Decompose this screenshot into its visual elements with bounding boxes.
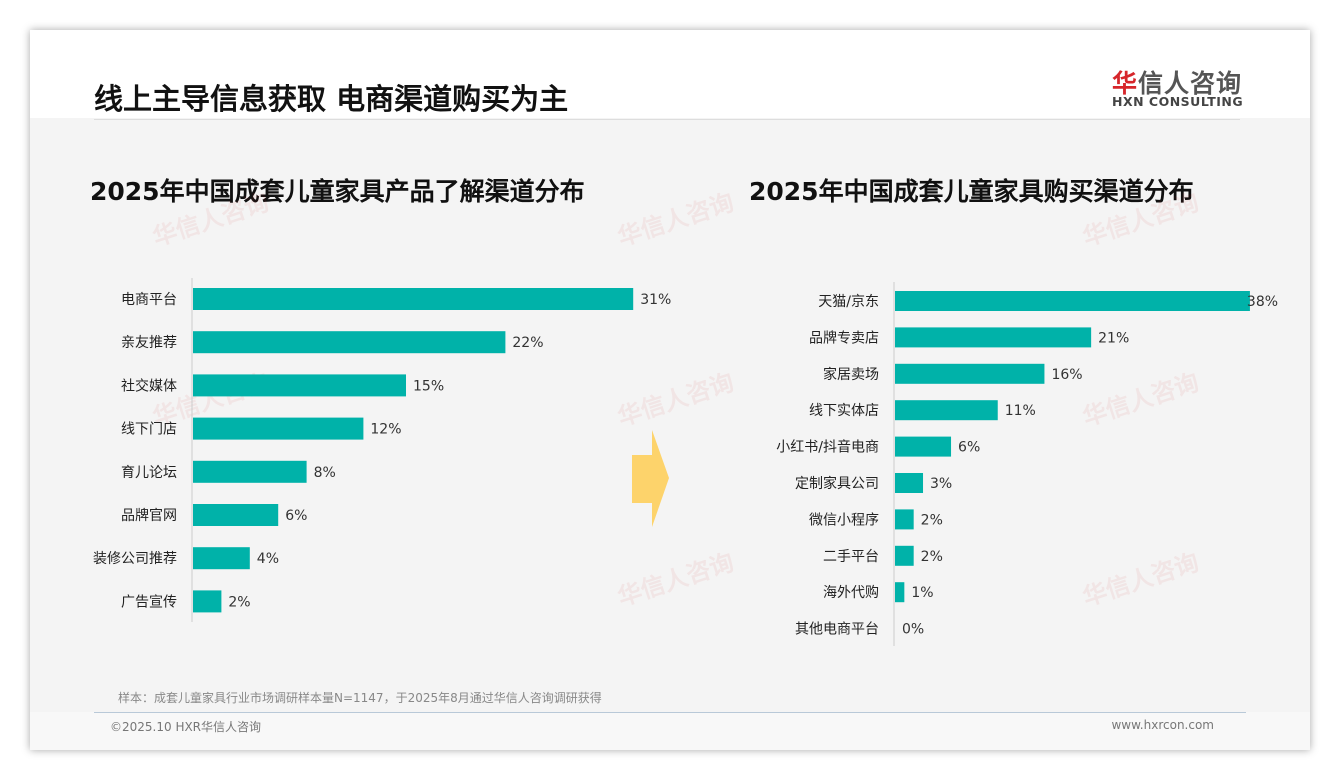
data-label: 4%	[257, 551, 279, 567]
data-label: 6%	[958, 440, 980, 456]
category-label: 家居卖场	[823, 366, 879, 383]
bar	[895, 363, 1045, 384]
bar	[193, 374, 406, 397]
data-label: 31%	[640, 292, 671, 308]
data-label: 2%	[921, 512, 943, 528]
category-label: 二手平台	[823, 549, 879, 565]
category-label: 广告宣传	[121, 594, 177, 610]
bar	[193, 331, 506, 354]
footer	[30, 712, 1310, 750]
divider	[94, 119, 1240, 120]
category-label: 小红书/抖音电商	[776, 439, 879, 456]
category-label: 亲友推荐	[121, 335, 177, 351]
bar	[895, 582, 905, 603]
arrow-icon	[632, 430, 669, 527]
data-label: 2%	[228, 594, 250, 610]
copyright: ©2025.10 HXR华信人咨询	[110, 720, 262, 734]
category-label: 定制家具公司	[795, 475, 879, 492]
data-label: 38%	[1247, 294, 1278, 310]
category-label: 微信小程序	[809, 512, 879, 528]
data-label: 1%	[911, 585, 933, 601]
category-label: 其他电商平台	[795, 622, 879, 638]
category-label: 育儿论坛	[121, 465, 177, 481]
category-label: 线下实体店	[809, 403, 879, 419]
header	[30, 30, 1310, 118]
bar	[895, 291, 1250, 311]
category-label: 海外代购	[823, 585, 879, 601]
left-chart-title: 2025年中国成套儿童家具产品了解渠道分布	[90, 177, 585, 206]
website-url: www.hxrcon.com	[1111, 718, 1214, 732]
logo: 华信人咨询	[1112, 69, 1243, 98]
page-title: 线上主导信息获取 电商渠道购买为主	[94, 82, 569, 116]
category-label: 品牌官网	[121, 507, 177, 524]
bar	[895, 327, 1092, 348]
data-label: 22%	[512, 335, 543, 351]
bar	[193, 417, 364, 440]
right-chart-title: 2025年中国成套儿童家具购买渠道分布	[749, 177, 1194, 206]
data-label: 0%	[902, 622, 924, 638]
sample-note: 样本：成套儿童家具行业市场调研样本量N=1147，于2025年8月通过华信人咨询…	[118, 691, 602, 705]
bar	[895, 473, 924, 493]
bar	[895, 400, 998, 421]
data-label: 11%	[1005, 403, 1036, 419]
category-label: 社交媒体	[121, 377, 177, 394]
data-label: 3%	[930, 476, 952, 492]
data-label: 15%	[413, 378, 444, 394]
category-label: 线下门店	[121, 422, 177, 438]
category-label: 天猫/京东	[818, 294, 879, 310]
bar	[193, 288, 634, 310]
bar	[895, 545, 914, 566]
data-label: 8%	[314, 465, 336, 481]
bar	[193, 590, 222, 613]
bar	[895, 509, 914, 530]
data-label: 21%	[1098, 330, 1129, 346]
data-label: 12%	[370, 422, 401, 438]
category-label: 装修公司推荐	[93, 551, 177, 567]
category-label: 电商平台	[121, 292, 177, 308]
bar	[193, 504, 279, 526]
bar	[193, 547, 250, 570]
category-label: 品牌专卖店	[809, 329, 879, 346]
logo-en: HXN CONSULTING	[1112, 94, 1244, 109]
footer-divider	[94, 712, 1246, 713]
bar	[895, 436, 952, 457]
data-label: 2%	[921, 549, 943, 565]
data-label: 6%	[285, 508, 307, 524]
data-label: 16%	[1051, 367, 1082, 383]
bar	[193, 460, 307, 483]
